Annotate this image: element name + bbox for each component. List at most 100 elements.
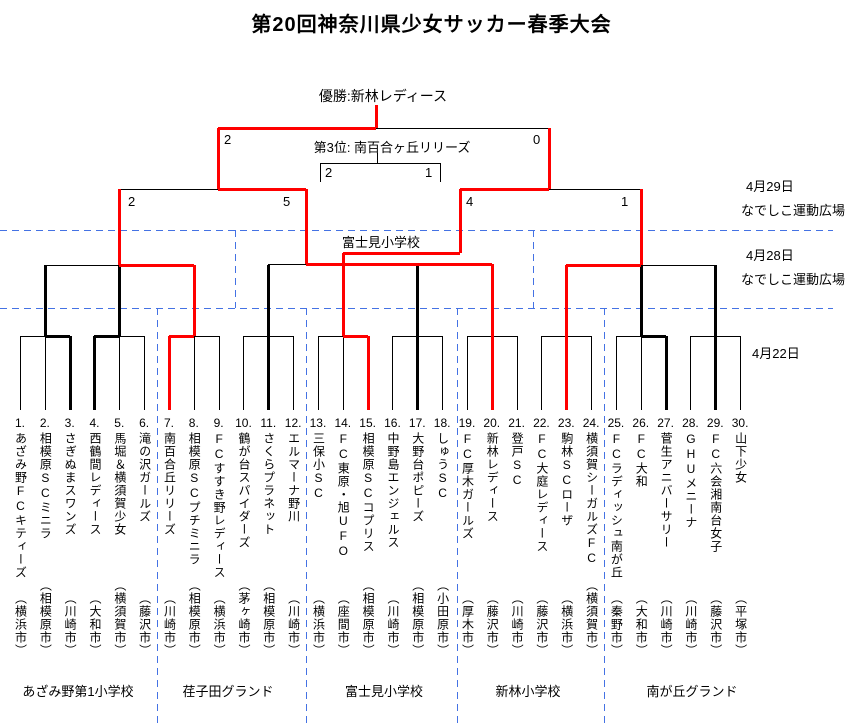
team-number: 3. (64, 416, 75, 430)
bracket-line (591, 336, 592, 410)
team-column-20: 20. 新林レディース （藤沢市） (479, 417, 505, 657)
bracket-line (376, 128, 549, 129)
team-number: 4. (89, 416, 100, 430)
venue-divider-line (235, 230, 236, 308)
team-column-1: 1. あざみ野FCキティーズ （横浜市） (7, 417, 33, 657)
team-number: 16. (384, 416, 401, 430)
team-column-4: 4. 西鶴間レディース （大和市） (81, 417, 107, 657)
team-column-10: 10. 鶴が台スパイダーズ （茅ヶ崎市） (230, 417, 256, 657)
team-number: 2. (39, 416, 50, 430)
bracket-line (616, 336, 617, 410)
team-name: FC厚木ガールズ (460, 432, 475, 540)
team-number: 14. (334, 416, 352, 430)
score-sf-right-right: 1 (621, 194, 629, 209)
winner-line (641, 335, 666, 338)
bracket-line (320, 163, 440, 164)
finalist-path-line (119, 264, 194, 267)
bracket-line (119, 189, 218, 190)
team-number: 23. (557, 416, 575, 430)
bracket-line (343, 336, 344, 410)
finalist-path-line (459, 189, 462, 253)
team-name: 中野島エンジェルス (385, 432, 400, 549)
team-name: FC六会湘南台女子 (708, 432, 723, 553)
page-title: 第20回神奈川県少女サッカー春季大会 (251, 14, 612, 36)
bracket-line (541, 336, 542, 410)
venue-label-apr29: なでしこ運動広場 (741, 203, 846, 218)
team-column-16: 16. 中野島エンジェルス （川崎市） (379, 417, 405, 657)
winner-line (665, 336, 668, 410)
finalist-path-line (218, 188, 306, 191)
team-name: 鶴が台スパイダーズ (236, 432, 251, 549)
team-name: 南百合丘リリーズ (162, 432, 177, 536)
team-name: エルマーナ野川 (286, 432, 301, 523)
finalist-path-line (342, 253, 345, 336)
bracket-line (194, 336, 195, 410)
bracket-line (293, 336, 294, 410)
score-sf-right-left: 4 (466, 194, 474, 209)
score-sf-left-left: 2 (128, 194, 136, 209)
team-column-5: 5. 馬堀＆横須賀少女 （横須賀市） (106, 417, 132, 657)
team-name: しゅうSC (435, 432, 450, 501)
venue-divider-line (0, 230, 833, 231)
team-number: 25. (607, 416, 625, 430)
winner-line (69, 336, 72, 410)
team-name: 西鶴間レディース (87, 432, 102, 536)
team-name: 三保小SC (311, 432, 326, 501)
team-name: 駒林SCローザ (559, 432, 574, 527)
score-third-left: 2 (325, 165, 333, 180)
team-column-13: 13. 三保小SC （横浜市） (305, 417, 331, 657)
team-city: （相模原市） (410, 579, 425, 657)
team-number: 11. (260, 416, 277, 430)
venue-divider-line (306, 308, 307, 724)
bottom-venue-3: 富士見小学校 (344, 684, 423, 699)
team-city: （相模原市） (187, 579, 202, 657)
team-name: さくらプラネット (261, 432, 276, 536)
finalist-path-line (306, 263, 492, 266)
team-number: 30. (731, 416, 749, 430)
team-number: 26. (632, 416, 650, 430)
finalist-path-line (640, 189, 643, 265)
team-name: GHUメニーナ (683, 432, 698, 529)
venue-divider-line (533, 230, 534, 308)
team-number: 15. (359, 416, 376, 430)
team-number: 18. (433, 416, 451, 430)
finalist-path-line (566, 264, 641, 267)
team-name: FC大庭レディース (534, 432, 549, 553)
team-column-3: 3. さぎぬまスワンズ （川崎市） (57, 417, 83, 657)
team-city: （川崎市） (162, 592, 177, 657)
team-column-6: 6. 滝の沢ガールズ （藤沢市） (131, 417, 157, 657)
team-name: FCラディッシュ南が丘 (609, 432, 624, 579)
team-city: （川崎市） (286, 592, 301, 657)
team-city: （横浜市） (559, 592, 574, 657)
team-column-25: 25. FCラディッシュ南が丘 （秦野市） (603, 417, 629, 657)
finalist-path-line (118, 189, 121, 265)
team-name: 登戸SC (510, 432, 525, 488)
finalist-path-line (565, 265, 568, 410)
venue-divider-line (604, 308, 605, 724)
bottom-venue-4: 新林小学校 (495, 684, 561, 699)
team-name: さぎぬまスワンズ (63, 432, 78, 536)
team-city: （平塚市） (733, 592, 748, 657)
team-column-15: 15. 相模原SCコプリス （相模原市） (355, 417, 381, 657)
team-city: （小田原市） (435, 579, 450, 657)
finalist-path-line (548, 128, 551, 189)
team-city: （川崎市） (510, 592, 525, 657)
winner-line (714, 265, 717, 410)
team-name: FCすすき野レディース (212, 432, 227, 579)
team-number: 13. (309, 416, 327, 430)
winner-line (93, 336, 96, 410)
score-final-left: 2 (224, 132, 232, 147)
team-city: （横浜市） (311, 592, 326, 657)
team-number: 10. (235, 416, 252, 430)
bracket-line (740, 336, 741, 410)
venue-divider-line (157, 308, 158, 724)
team-name: 滝の沢ガールズ (137, 432, 152, 523)
team-name: 相模原SCミニラ (38, 432, 53, 540)
team-city: （藤沢市） (534, 592, 549, 657)
team-column-7: 7. 南百合丘リリーズ （川崎市） (156, 417, 182, 657)
bottom-venue-1: あざみ野第1小学校 (22, 684, 134, 699)
winner-line (267, 265, 270, 410)
team-column-28: 28. GHUメニーナ （川崎市） (677, 417, 703, 657)
team-number: 24. (582, 416, 600, 430)
finalist-path-line (217, 128, 220, 189)
